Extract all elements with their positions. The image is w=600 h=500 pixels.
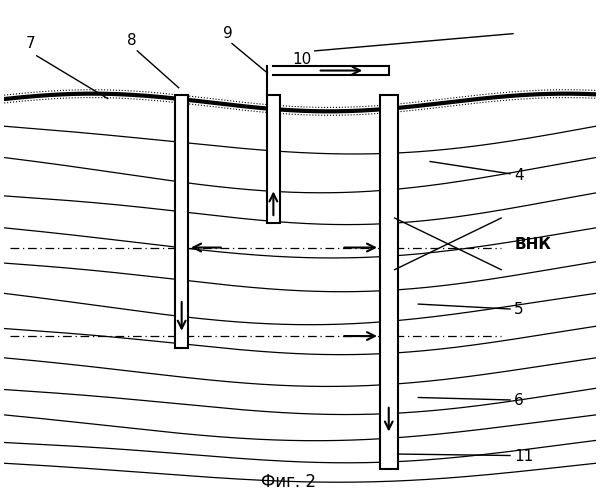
Bar xyxy=(380,95,398,469)
Text: 8: 8 xyxy=(127,34,136,48)
Text: 10: 10 xyxy=(293,52,312,67)
Text: 5: 5 xyxy=(514,302,524,318)
Bar xyxy=(175,95,188,348)
Bar xyxy=(267,95,280,223)
Text: Фиг. 2: Фиг. 2 xyxy=(260,473,316,491)
Text: 4: 4 xyxy=(514,168,524,183)
Text: 9: 9 xyxy=(223,26,233,41)
Text: 6: 6 xyxy=(514,394,524,408)
Text: ВНК: ВНК xyxy=(514,236,551,252)
Text: 11: 11 xyxy=(514,449,533,464)
Text: 7: 7 xyxy=(26,36,35,51)
